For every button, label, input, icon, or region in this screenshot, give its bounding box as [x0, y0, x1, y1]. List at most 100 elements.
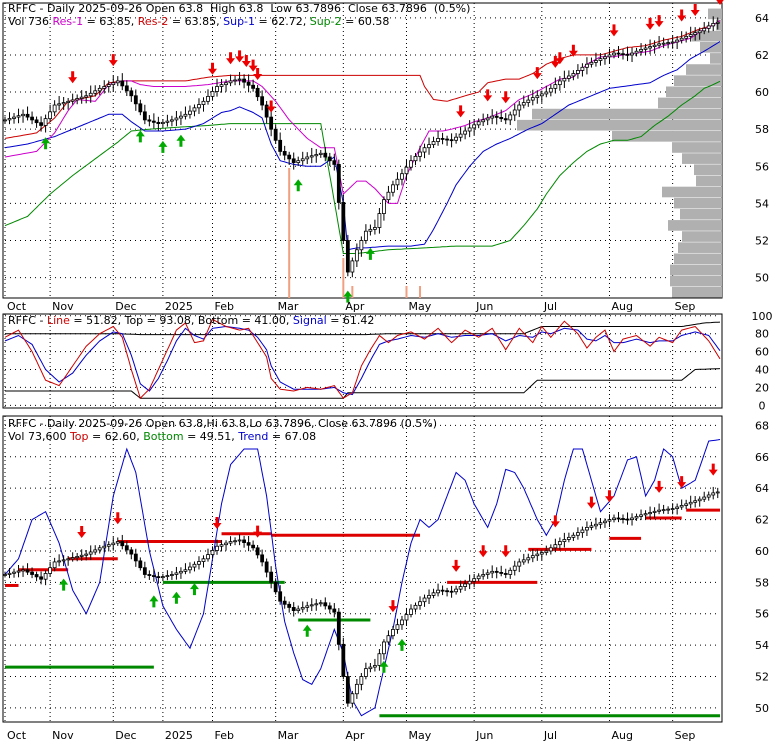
panel3-month-label-10: Aug [611, 729, 632, 742]
panel3-month-label-3: 2025 [165, 729, 193, 742]
panel1-bar-body-314 [711, 23, 716, 27]
sell-arrow-21 [716, 0, 724, 6]
panel1-bar-body-278 [630, 52, 634, 56]
panel1-title: RFFC - Daily 2025-09-26 Open 63.8 High 6… [8, 2, 470, 15]
panel3-bar-body-100 [228, 541, 233, 544]
panel1-bar-body-6 [16, 115, 21, 118]
panel1-bar-body-80 [183, 113, 188, 117]
panel3-ytick-8: 66 [755, 451, 769, 464]
panel1-bar-body-138 [314, 154, 319, 157]
panel1-bar-body-124 [282, 151, 287, 156]
panel1-bar-body-144 [327, 156, 332, 162]
panel3-ytick-1: 52 [755, 670, 769, 683]
panel1-bar-body-158 [359, 240, 364, 251]
panel1-bar-body-34 [79, 96, 84, 99]
panel1-bar-body-248 [562, 78, 567, 82]
panel3-bar-body-306 [693, 500, 698, 503]
panel1-bar-body-50 [115, 80, 120, 84]
panel1-bar-body-200 [454, 136, 459, 141]
panel3-month-label-1: Nov [52, 729, 74, 742]
panel3-bar-body-204 [463, 583, 468, 587]
panel2-top-band [5, 321, 721, 336]
sell-arrow-9 [456, 105, 466, 118]
volume-profile-bar-2 [692, 30, 722, 42]
panel1-bar-body-292 [661, 42, 666, 45]
panel3-buy-arrow-0 [59, 578, 69, 591]
panel1-bar-body-150 [341, 202, 346, 241]
panel3-bar-body-62 [142, 567, 147, 575]
panel3-bar-body-282 [639, 514, 643, 517]
panel1-levels-part-4: = 63.85, [168, 15, 223, 28]
panel1-levels-part-6: = 62.72, [255, 15, 310, 28]
panel1-bar-body-82 [188, 110, 192, 115]
panel3-sell-arrow-9 [586, 496, 596, 509]
panel1-bar-body-274 [621, 53, 625, 56]
volume-profile-bar-6 [674, 75, 722, 86]
panel3-bar-body-200 [454, 588, 459, 593]
panel1-month-label-0: Oct [7, 300, 27, 313]
panel1-bar-body-130 [296, 160, 301, 163]
panel3-bar-body-48 [111, 542, 116, 546]
panel1-bar-body-156 [354, 249, 359, 262]
sell-arrow-2 [208, 62, 218, 75]
panel1-bar-body-136 [309, 155, 314, 158]
panel1-month-label-9: Jul [543, 300, 557, 313]
volume-profile-bar-9 [532, 108, 722, 120]
panel3-bar-body-130 [296, 608, 301, 611]
panel3-bar-body-116 [264, 561, 269, 573]
panel3-ytick-2: 54 [755, 639, 769, 652]
panel1-levels-part-8: = 60.58 [342, 15, 390, 28]
panel3-bar-body-142 [323, 602, 328, 607]
panel1-bar-body-122 [278, 139, 283, 152]
panel3-bar-body-268 [607, 519, 612, 522]
panel3-bar-body-214 [485, 572, 490, 575]
panel1-bar-body-70 [160, 121, 165, 124]
panel3-bar-body-296 [670, 508, 675, 510]
panel3-sell-arrow-13 [708, 463, 718, 476]
panel1-bar-body-18 [43, 118, 48, 126]
panel3-month-label-6: Apr [345, 729, 365, 742]
panel3-bar-body-222 [503, 573, 508, 575]
panel1-bar-body-88 [201, 100, 206, 105]
panel3-bar-body-106 [242, 539, 246, 543]
volume-profile-bar-14 [694, 164, 722, 176]
sell-arrow-19 [677, 9, 687, 22]
panel1-bar-body-84 [192, 107, 197, 112]
panel1-bar-body-276 [625, 53, 630, 56]
panel3-sell-arrow-0 [77, 526, 87, 539]
panel2-title-part-2: = 51.82, [70, 314, 125, 327]
panel1-bar-body-272 [616, 52, 621, 55]
panel1-bar-body-96 [219, 84, 224, 87]
panel3-bar-body-114 [260, 554, 265, 563]
panel1-bar-body-134 [305, 156, 310, 160]
panel1-bar-body-54 [124, 85, 129, 92]
panel1-bar-body-160 [363, 230, 368, 241]
panel2-ytick-5: 100 [752, 310, 773, 323]
panel1-bar-body-262 [594, 60, 598, 63]
panel3-bar-body-86 [197, 561, 201, 565]
panel1-bar-body-316 [715, 21, 720, 24]
volume-profile-bar-15 [696, 175, 722, 187]
panel3-bar-body-60 [138, 560, 143, 569]
panel3-bar-body-128 [291, 607, 296, 611]
panel1-bar-body-236 [535, 95, 540, 99]
panel3-bar-body-170 [386, 635, 391, 643]
panel1-bar-body-214 [485, 117, 490, 121]
panel3-bar-body-138 [314, 603, 319, 606]
panel1-ytick-0: 50 [755, 272, 769, 285]
panel3-bar-body-240 [544, 550, 549, 553]
panel3-bar-body-64 [147, 574, 152, 576]
sell-arrow-0 [68, 71, 78, 84]
panel3-bar-body-290 [657, 509, 662, 512]
panel3-bar-body-144 [327, 605, 332, 610]
panel3-buy-arrow-2 [171, 591, 181, 604]
panel1-bar-body-304 [688, 34, 693, 37]
panel1-bar-body-228 [517, 104, 522, 111]
panel1-bar-body-242 [548, 87, 553, 93]
panel1-bar-body-76 [174, 117, 179, 121]
panel1-bar-body-94 [215, 86, 219, 92]
panel1-bar-body-128 [291, 158, 296, 163]
panel3-bar-body-146 [332, 608, 337, 613]
panel1-bar-body-206 [467, 127, 472, 132]
